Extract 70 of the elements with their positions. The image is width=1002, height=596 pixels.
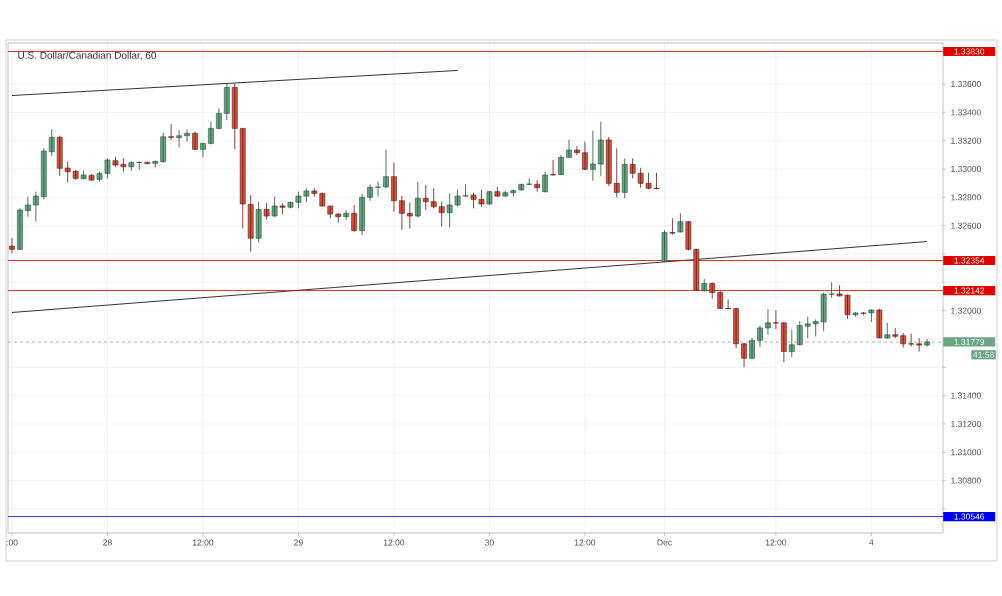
candlestick — [908, 333, 915, 347]
candlestick — [88, 173, 95, 182]
candlestick — [160, 132, 167, 164]
ref-line-label: 1.33830 — [954, 48, 985, 55]
candlestick — [669, 217, 676, 235]
candlestick — [868, 308, 875, 323]
candlestick — [892, 327, 899, 339]
text: 41:58 — [973, 351, 994, 358]
candlestick — [486, 190, 493, 206]
x-tick-label: 28 — [103, 539, 112, 546]
y-tick-label: 1.33400 — [951, 109, 981, 116]
candlestick — [80, 170, 87, 180]
y-tick-label: 1.32000 — [951, 307, 981, 314]
candlestick — [494, 186, 501, 198]
candlestick — [677, 212, 684, 233]
candlestick — [900, 332, 907, 348]
x-tick-label: 4 — [869, 539, 874, 546]
candlestick — [725, 298, 731, 310]
x-tick-label: 29 — [294, 539, 303, 546]
x-tick-label: :00 — [6, 539, 18, 546]
candlestick — [701, 278, 708, 293]
x-tick-label: 12:00 — [383, 539, 405, 546]
candlestick — [717, 290, 724, 310]
ref-line-label: 1.32354 — [954, 257, 985, 264]
ref-line-label: 1.30546 — [954, 513, 985, 520]
candlestick — [343, 209, 350, 221]
candlestick — [255, 201, 262, 243]
candlestick — [550, 159, 556, 176]
candlestick — [144, 161, 151, 165]
y-tick-label: 1.31200 — [951, 420, 981, 427]
y-tick-label: 1.31000 — [951, 449, 981, 456]
y-tick-label: 1.33000 — [951, 166, 981, 173]
candlestick — [335, 212, 342, 224]
y-tick-label: 1.32600 — [951, 222, 981, 229]
candlestick — [661, 229, 668, 263]
candlestick — [709, 281, 716, 300]
x-tick-label: 12:00 — [765, 539, 787, 546]
y-tick-label: 1.33600 — [951, 81, 981, 88]
candlestick — [613, 147, 620, 198]
candlestick — [422, 184, 429, 211]
candlestick — [414, 181, 421, 218]
candlestick — [168, 123, 174, 141]
candlestick — [597, 121, 604, 177]
y-tick-label: 1.32800 — [951, 194, 981, 201]
candlestick — [375, 181, 381, 198]
candlestick — [263, 202, 270, 220]
candlestick — [876, 308, 883, 339]
ref-line-label: 1.32142 — [954, 287, 985, 294]
x-tick-label: 12:00 — [192, 539, 214, 546]
candlestick — [884, 322, 891, 340]
candlestick — [279, 202, 286, 215]
candlestick — [518, 183, 525, 192]
candlestick — [605, 136, 612, 187]
candlestick — [852, 311, 859, 318]
y-tick-label: 1.33200 — [951, 137, 981, 144]
candlestick — [152, 160, 159, 169]
x-tick-label: Dec — [657, 539, 672, 546]
text: U.S. Dollar/Canadian Dollar, 60 — [18, 51, 157, 61]
candlestick — [534, 179, 541, 193]
x-tick-label: 30 — [485, 539, 494, 546]
y-tick-label: 1.31400 — [951, 392, 981, 399]
ref-line-label: 1.31779 — [954, 338, 985, 345]
candlestick — [860, 311, 867, 316]
candlestick — [773, 309, 779, 330]
candlestick — [916, 337, 922, 352]
x-tick-label: 12:00 — [574, 539, 596, 546]
candlestick — [271, 196, 278, 218]
candlestick — [526, 177, 533, 186]
candlestick — [9, 237, 15, 254]
y-tick-label: 1.30800 — [951, 477, 981, 484]
